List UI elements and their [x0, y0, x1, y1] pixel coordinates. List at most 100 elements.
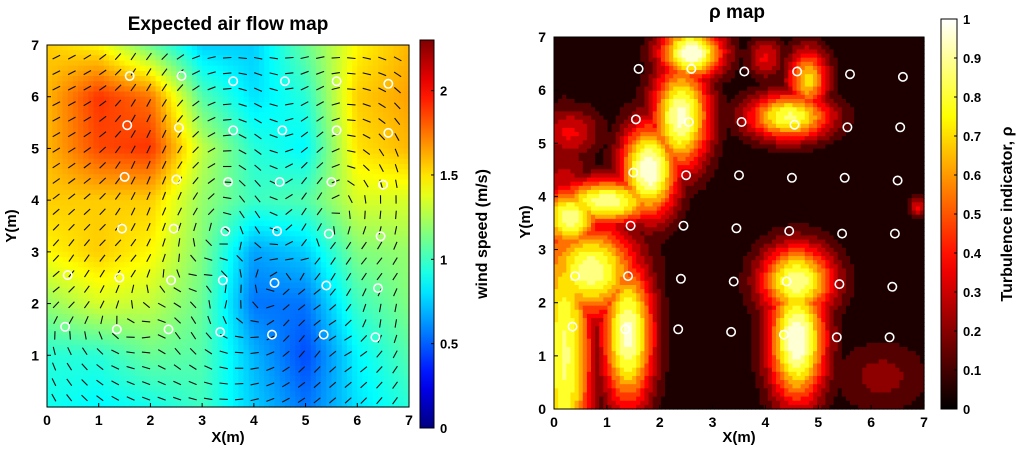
heat-cell: [217, 96, 224, 103]
heat-cell: [119, 143, 126, 150]
heat-cell: [186, 241, 193, 248]
heat-cell: [383, 365, 389, 372]
heat-cell: [57, 45, 64, 51]
heat-cell: [93, 365, 100, 372]
heat-cell: [72, 360, 79, 367]
heat-cell: [124, 360, 131, 367]
heat-cell: [238, 231, 245, 237]
heat-cell: [165, 215, 172, 222]
heat-cell: [315, 308, 322, 315]
heat-cell: [176, 267, 183, 274]
heat-cell: [67, 189, 74, 196]
heat-cell: [155, 138, 162, 144]
heat-cell: [155, 267, 162, 274]
heat-cell: [284, 262, 291, 268]
heat-cell: [150, 112, 157, 118]
heat-cell: [145, 267, 152, 274]
heat-cell: [47, 50, 53, 56]
heat-cell: [181, 96, 188, 103]
heat-cell: [233, 355, 239, 362]
heat-cell: [398, 148, 405, 155]
heat-cell: [119, 158, 126, 165]
heat-cell: [47, 329, 53, 336]
heat-cell: [362, 205, 369, 212]
heat-cell: [129, 127, 136, 134]
heat-cell: [238, 246, 245, 253]
heat-cell: [372, 174, 379, 181]
heat-cell: [212, 344, 219, 351]
heat-cell: [377, 401, 384, 408]
wind-arrow: [173, 396, 182, 401]
heat-cell: [103, 122, 110, 129]
heat-cell: [357, 50, 364, 56]
heat-cell: [109, 370, 115, 377]
heat-cell: [124, 241, 131, 248]
heat-cell: [290, 138, 296, 144]
heat-cell: [217, 334, 224, 341]
heat-cell: [145, 158, 152, 165]
heat-cell: [124, 262, 131, 268]
heat-cell: [341, 324, 348, 331]
heat-cell: [393, 355, 400, 362]
heat-cell: [310, 122, 317, 129]
heat-cell: [155, 179, 162, 186]
heat-cell: [93, 127, 100, 134]
heat-cell: [145, 184, 152, 191]
heat-cell: [310, 329, 317, 336]
heat-cell: [196, 76, 203, 82]
heat-cell: [341, 200, 348, 206]
heat-cell: [321, 112, 327, 118]
heat-cell: [264, 205, 270, 212]
heat-cell: [248, 86, 255, 93]
heat-cell: [403, 272, 410, 279]
heat-cell: [300, 143, 307, 150]
heat-cell: [341, 319, 348, 325]
heat-cell: [186, 220, 193, 227]
heat-cell: [367, 174, 374, 181]
heat-cell: [248, 210, 255, 217]
heat-cell: [217, 65, 224, 72]
heat-cell: [212, 293, 219, 299]
heat-cell: [207, 45, 214, 51]
heat-cell: [372, 101, 379, 108]
heat-cell: [165, 396, 172, 403]
heat-cell: [103, 375, 110, 382]
heat-cell: [295, 267, 301, 274]
heat-cell: [155, 86, 162, 93]
heat-cell: [253, 391, 260, 398]
heat-cell: [269, 158, 276, 165]
heat-cell: [98, 360, 105, 367]
heat-cell: [47, 194, 53, 201]
heat-cell: [62, 189, 69, 196]
heat-cell: [228, 143, 234, 150]
heat-cell: [372, 70, 379, 77]
heat-cell: [145, 231, 152, 237]
heat-cell: [186, 272, 193, 279]
heat-cell: [145, 339, 152, 346]
heat-cell: [393, 298, 400, 305]
heat-cell: [119, 231, 126, 237]
heat-cell: [62, 184, 69, 191]
heat-cell: [352, 184, 358, 191]
heat-cell: [336, 138, 343, 144]
heat-cell: [233, 391, 239, 398]
heat-cell: [305, 241, 312, 248]
heat-cell: [228, 231, 234, 237]
heat-cell: [279, 169, 286, 175]
heat-cell: [331, 267, 338, 274]
heat-cell: [171, 308, 177, 315]
heat-cell: [310, 179, 317, 186]
heat-cell: [150, 282, 157, 289]
heat-cell: [145, 355, 152, 362]
heat-cell: [150, 86, 157, 93]
heat-cell: [186, 55, 193, 62]
heat-cell: [67, 205, 74, 212]
heat-cell: [393, 267, 400, 274]
heat-cell: [202, 148, 208, 155]
heat-cell: [62, 339, 69, 346]
heat-cell: [393, 324, 400, 331]
heat-cell: [243, 288, 250, 294]
heat-cell: [341, 96, 348, 103]
heat-cell: [305, 86, 312, 93]
heat-cell: [186, 396, 193, 403]
